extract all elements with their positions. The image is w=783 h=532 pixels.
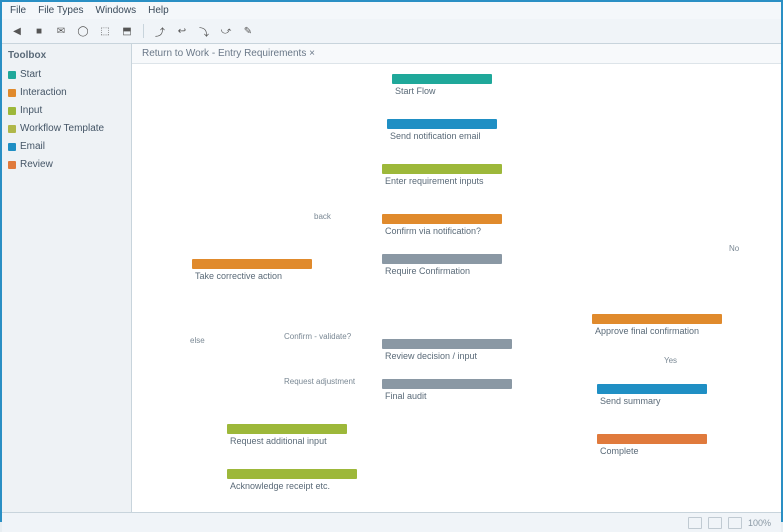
workspace: Toolbox Start Interaction Input Workflow Te…	[2, 44, 781, 512]
sidebar-swatch-icon	[8, 161, 16, 169]
sidebar-item-label: Interaction	[20, 87, 67, 98]
edge-label: Confirm - validate?	[282, 332, 353, 341]
statusbar: 100%	[2, 512, 781, 532]
node-bar	[227, 469, 357, 479]
node-bar	[382, 339, 512, 349]
node-bar	[387, 119, 497, 129]
edge-label: No	[727, 244, 741, 253]
flow-node-n8[interactable]: Final audit	[382, 379, 512, 404]
status-icon-3[interactable]	[728, 517, 742, 529]
toolbar-btn-1[interactable]: ■	[30, 22, 48, 40]
sidebar-swatch-icon	[8, 89, 16, 97]
menu-windows[interactable]: Windows	[96, 5, 137, 16]
node-bar	[227, 424, 347, 434]
node-bar	[392, 74, 492, 84]
node-label: Acknowledge receipt etc.	[227, 479, 357, 494]
toolbar-btn-8[interactable]: ⤵	[195, 22, 213, 40]
tabbar: Return to Work - Entry Requirements ×	[132, 44, 781, 64]
node-label: Take corrective action	[192, 269, 312, 284]
toolbar-btn-5[interactable]: ⬒	[118, 22, 136, 40]
flow-node-n2[interactable]: Send notification email	[387, 119, 497, 144]
sidebar-swatch-icon	[8, 143, 16, 151]
sidebar-item-4[interactable]: Email	[6, 139, 127, 154]
status-icon-2[interactable]	[708, 517, 722, 529]
toolbar-btn-9[interactable]: ⤻	[217, 22, 235, 40]
sidebar-item-5[interactable]: Review	[6, 157, 127, 172]
zoom-level: 100%	[748, 518, 771, 528]
main-area: Return to Work - Entry Requirements × St…	[132, 44, 781, 512]
sidebar-item-0[interactable]: Start	[6, 67, 127, 82]
node-bar	[382, 164, 502, 174]
node-label: Request additional input	[227, 434, 347, 449]
flow-node-n7[interactable]: Review decision / input	[382, 339, 512, 364]
node-label: Approve final confirmation	[592, 324, 722, 339]
menu-filetypes[interactable]: File Types	[38, 5, 83, 16]
sidebar-item-label: Start	[20, 69, 41, 80]
edge-label: Yes	[662, 356, 679, 365]
menubar: File File Types Windows Help	[2, 2, 781, 19]
toolbar-btn-7[interactable]: ↩	[173, 22, 191, 40]
sidebar-item-2[interactable]: Input	[6, 103, 127, 118]
toolbar-btn-2[interactable]: ✉	[52, 22, 70, 40]
toolbar-btn-4[interactable]: ⬚	[96, 22, 114, 40]
sidebar-item-label: Workflow Template	[20, 123, 104, 134]
edge-label: back	[312, 212, 333, 221]
node-bar	[382, 254, 502, 264]
sidebar-item-label: Input	[20, 105, 42, 116]
flow-node-n11[interactable]: Complete	[597, 434, 707, 459]
tab-active[interactable]: Return to Work - Entry Requirements ×	[142, 48, 315, 59]
node-label: Confirm via notification?	[382, 224, 502, 239]
sidebar-item-3[interactable]: Workflow Template	[6, 121, 127, 136]
flow-node-n13[interactable]: Acknowledge receipt etc.	[227, 469, 357, 494]
sidebar-swatch-icon	[8, 125, 16, 133]
node-bar	[382, 379, 512, 389]
edge-label: else	[188, 336, 207, 345]
sidebar-title: Toolbox	[6, 50, 127, 61]
node-bar	[597, 384, 707, 394]
node-label: Review decision / input	[382, 349, 512, 364]
flowchart-canvas[interactable]: Start Flow Send notification email Enter r…	[132, 64, 781, 512]
node-label: Complete	[597, 444, 707, 459]
flow-node-n6[interactable]: Take corrective action	[192, 259, 312, 284]
toolbar-separator	[143, 24, 144, 38]
node-bar	[192, 259, 312, 269]
toolbar-btn-10[interactable]: ✎	[239, 22, 257, 40]
node-label: Send summary	[597, 394, 707, 409]
flow-node-n5[interactable]: Require Confirmation	[382, 254, 502, 279]
toolbar-btn-6[interactable]: ⤴	[151, 22, 169, 40]
node-label: Start Flow	[392, 84, 492, 99]
toolbar-btn-3[interactable]: ◯	[74, 22, 92, 40]
flow-node-n1[interactable]: Start Flow	[392, 74, 492, 99]
flow-node-n4[interactable]: Confirm via notification?	[382, 214, 502, 239]
sidebar-item-label: Email	[20, 141, 45, 152]
toolbar: ◀ ■ ✉ ◯ ⬚ ⬒ ⤴ ↩ ⤵ ⤻ ✎	[2, 19, 781, 44]
node-label: Require Confirmation	[382, 264, 502, 279]
menu-help[interactable]: Help	[148, 5, 169, 16]
sidebar-swatch-icon	[8, 107, 16, 115]
node-bar	[592, 314, 722, 324]
toolbar-btn-0[interactable]: ◀	[8, 22, 26, 40]
sidebar-swatch-icon	[8, 71, 16, 79]
node-bar	[597, 434, 707, 444]
flow-node-n10[interactable]: Send summary	[597, 384, 707, 409]
node-bar	[382, 214, 502, 224]
node-label: Send notification email	[387, 129, 497, 144]
sidebar-item-1[interactable]: Interaction	[6, 85, 127, 100]
node-label: Final audit	[382, 389, 512, 404]
node-label: Enter requirement inputs	[382, 174, 502, 189]
sidebar: Toolbox Start Interaction Input Workflow Te…	[2, 44, 132, 512]
menu-file[interactable]: File	[10, 5, 26, 16]
flow-node-n9[interactable]: Approve final confirmation	[592, 314, 722, 339]
flow-node-n12[interactable]: Request additional input	[227, 424, 347, 449]
flow-node-n3[interactable]: Enter requirement inputs	[382, 164, 502, 189]
edge-label: Request adjustment	[282, 377, 357, 386]
sidebar-item-label: Review	[20, 159, 53, 170]
status-icon-1[interactable]	[688, 517, 702, 529]
